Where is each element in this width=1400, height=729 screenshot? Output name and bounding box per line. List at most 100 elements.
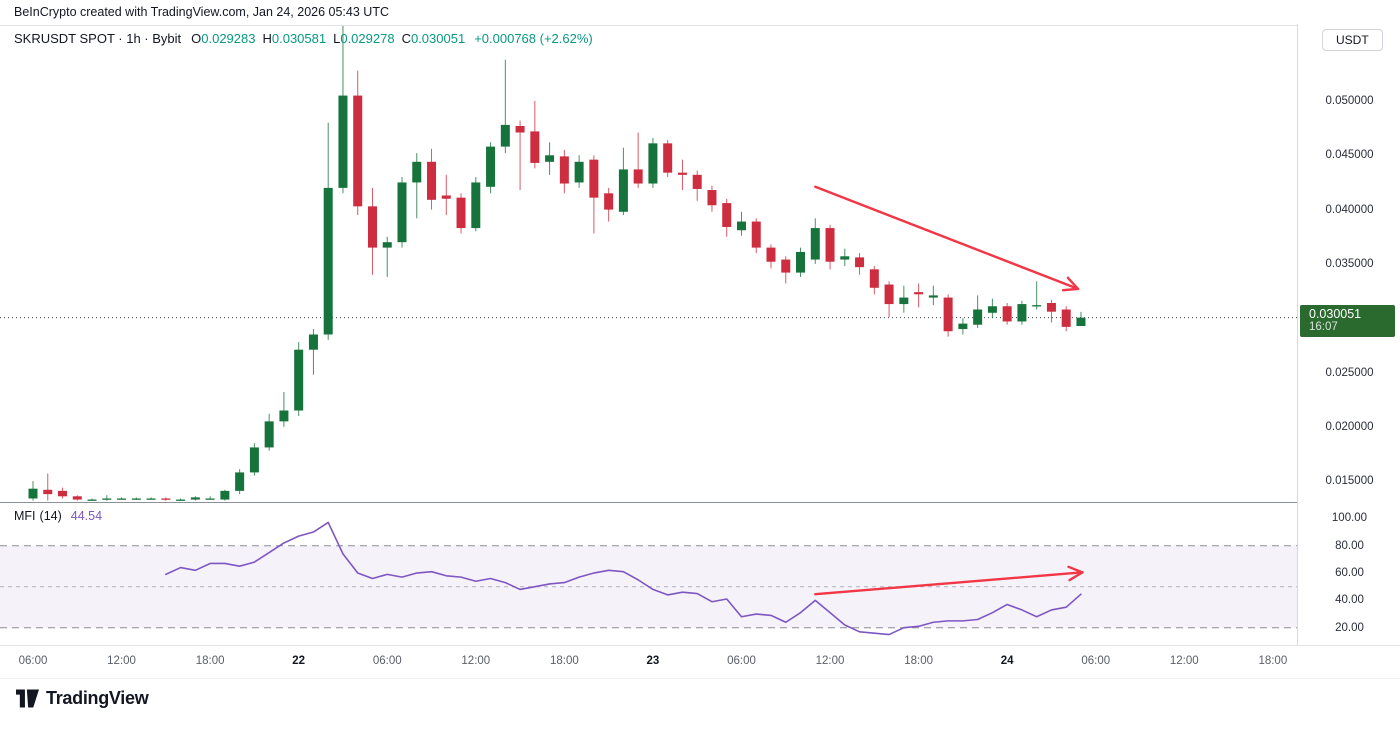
ohlc-close: C0.030051: [401, 31, 466, 46]
candle-body: [869, 269, 879, 288]
candle-body: [249, 447, 259, 473]
time-axis-label: 06:00: [1081, 655, 1111, 667]
candle-body: [825, 228, 835, 262]
trend-arrow-head: [1066, 276, 1080, 291]
candle-body: [1076, 317, 1086, 326]
candle-body: [500, 124, 510, 147]
mfi-axis-label: 80.00: [1335, 539, 1364, 552]
time-axis-label: 06:00: [727, 655, 756, 667]
candle-body: [412, 161, 422, 183]
time-axis-label: 06:00: [18, 655, 48, 667]
candle-body: [574, 161, 584, 183]
candle-body: [102, 498, 112, 500]
candle-body: [397, 182, 407, 243]
candle-body: [456, 197, 466, 229]
candle-body: [545, 155, 555, 162]
price-chart-canvas[interactable]: [0, 24, 1297, 503]
candle-body: [486, 146, 496, 187]
time-axis-label: 12:00: [815, 655, 845, 667]
candle-body: [87, 499, 97, 501]
price-axis-label: 0.035000: [1325, 257, 1374, 270]
candle-body: [427, 161, 437, 200]
time-axis-label: 12:00: [461, 655, 491, 667]
candle-body: [958, 323, 968, 330]
candle-body: [1046, 302, 1056, 312]
trend-arrow-head: [1067, 565, 1084, 574]
time-axis[interactable]: 06:00 12:00 18:00 22 06:00 12:00 18:00 23 06:00 1…: [0, 645, 1400, 679]
pane-separator[interactable]: [0, 502, 1400, 503]
candle-body: [928, 295, 938, 298]
candle-body: [559, 156, 569, 184]
candle-body: [72, 496, 82, 500]
candle-body: [294, 349, 304, 411]
candle-body: [205, 498, 215, 500]
time-axis-label: 22: [292, 655, 306, 667]
price-axis-label: 0.045000: [1325, 149, 1374, 162]
currency-toggle-usdt[interactable]: USDT: [1322, 29, 1383, 51]
candle-body: [855, 257, 865, 268]
price-axis-label: 0.020000: [1325, 420, 1374, 433]
candle-body: [618, 169, 628, 212]
candle-body: [677, 172, 687, 175]
time-axis-label: 18:00: [549, 655, 579, 667]
candle-body: [766, 247, 776, 262]
candle-body: [987, 306, 997, 313]
candle-body: [308, 334, 318, 350]
candle-body: [353, 95, 363, 207]
candle-body: [43, 489, 53, 495]
candle-body: [810, 228, 820, 260]
header-divider: [0, 25, 1400, 26]
mfi-axis-label: 20.00: [1335, 621, 1364, 634]
last-price-value: 0.030051: [1309, 307, 1362, 321]
time-axis-label: 24: [1000, 655, 1014, 667]
candle-body: [633, 169, 643, 184]
price-change: +0.000768 (+2.62%): [474, 31, 593, 46]
candle-body: [161, 498, 171, 500]
trend-arrow-head: [1061, 287, 1080, 292]
mfi-value: 44.54: [70, 509, 103, 523]
price-axis[interactable]: USDT 0.050000 0.045000 0.040000 0.035000 0.0…: [1297, 24, 1400, 677]
candle-body: [884, 284, 894, 305]
ohlc-low: L0.029278: [333, 31, 395, 46]
trend-arrow-shaft: [814, 185, 1080, 291]
symbol-legend[interactable]: SKRUSDT SPOT · 1h · Bybit O0.029283 H0.030…: [14, 31, 593, 46]
last-price-tag: 0.030051 16:07: [1300, 305, 1395, 337]
ohlc-open: O0.029283: [191, 31, 256, 46]
candle-body: [840, 256, 850, 260]
candle-body: [796, 251, 806, 273]
candle-body: [914, 292, 924, 295]
candle-body: [1002, 306, 1012, 322]
candle-body: [117, 498, 127, 500]
candle-body: [264, 421, 274, 448]
candle-body: [279, 410, 289, 422]
candle-body: [943, 297, 953, 332]
candle-body: [58, 490, 68, 497]
candle-body: [131, 498, 141, 500]
bar-countdown: 16:07: [1309, 321, 1338, 333]
mfi-axis-label: 60.00: [1335, 567, 1364, 580]
tradingview-logo-text: TradingView: [46, 688, 149, 708]
time-axis-label: 12:00: [1169, 655, 1199, 667]
candle-body: [367, 206, 377, 248]
mfi-chart-canvas[interactable]: [0, 503, 1297, 645]
candle-body: [323, 187, 333, 335]
price-axis-label: 0.025000: [1325, 366, 1374, 379]
candle-body: [604, 193, 614, 210]
time-axis-label: 18:00: [904, 655, 933, 667]
candle-body: [190, 497, 200, 500]
candle-body: [220, 490, 230, 500]
tradingview-logo[interactable]: TradingView: [16, 688, 149, 709]
time-axis-label: 06:00: [372, 655, 402, 667]
mfi-line: [165, 521, 1082, 636]
price-axis-label: 0.040000: [1325, 203, 1374, 216]
candle-body: [663, 143, 673, 173]
time-axis-label: 23: [646, 655, 660, 667]
candle-body: [751, 221, 761, 248]
mfi-legend[interactable]: MFI (14) 44.54: [14, 509, 102, 523]
time-axis-label: 18:00: [195, 655, 225, 667]
tradingview-logo-icon: [16, 689, 39, 708]
candle-body: [338, 95, 348, 188]
candle-body: [176, 499, 186, 501]
time-axis-label: 18:00: [1258, 655, 1288, 667]
candle-body: [441, 195, 451, 199]
